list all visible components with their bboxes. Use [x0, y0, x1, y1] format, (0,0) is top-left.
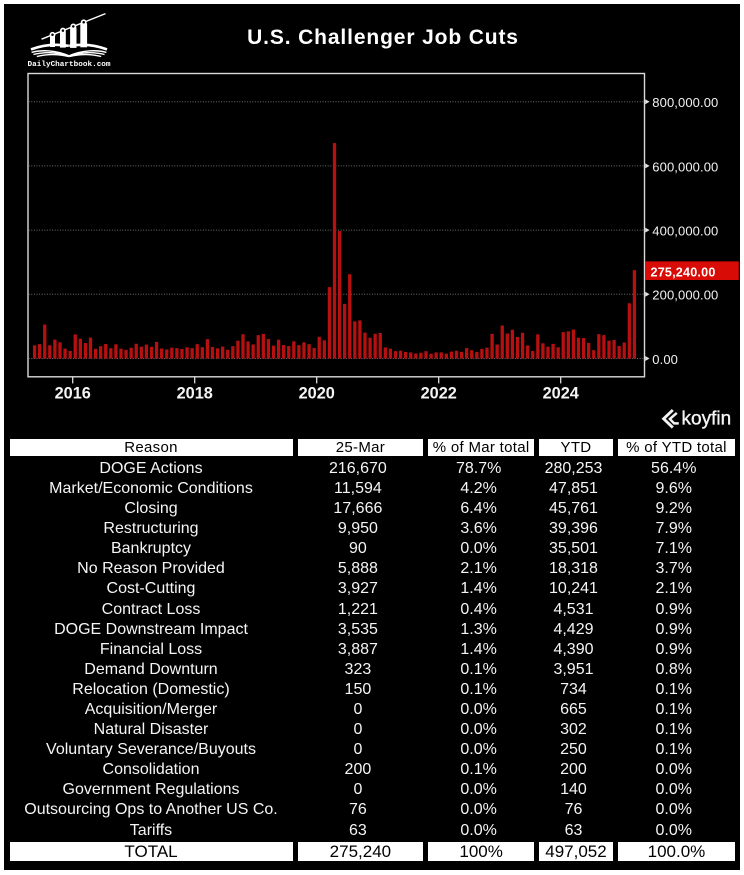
svg-text:275,240.00: 275,240.00 — [651, 265, 716, 279]
svg-text:200,000.00: 200,000.00 — [652, 288, 718, 303]
svg-text:400,000.00: 400,000.00 — [652, 224, 718, 239]
svg-text:600,000.00: 600,000.00 — [652, 159, 718, 174]
svg-text:koyfin: koyfin — [682, 409, 732, 430]
svg-text:DailyChartbook.com: DailyChartbook.com — [28, 61, 111, 69]
svg-text:0.00: 0.00 — [652, 352, 678, 367]
svg-text:2024: 2024 — [543, 384, 579, 402]
svg-text:2020: 2020 — [299, 384, 335, 402]
svg-text:2016: 2016 — [55, 384, 91, 402]
svg-text:800,000.00: 800,000.00 — [652, 95, 718, 110]
svg-text:U.S. Challenger Job Cuts: U.S. Challenger Job Cuts — [247, 26, 519, 49]
svg-text:2022: 2022 — [421, 384, 457, 402]
svg-text:2018: 2018 — [177, 384, 213, 402]
